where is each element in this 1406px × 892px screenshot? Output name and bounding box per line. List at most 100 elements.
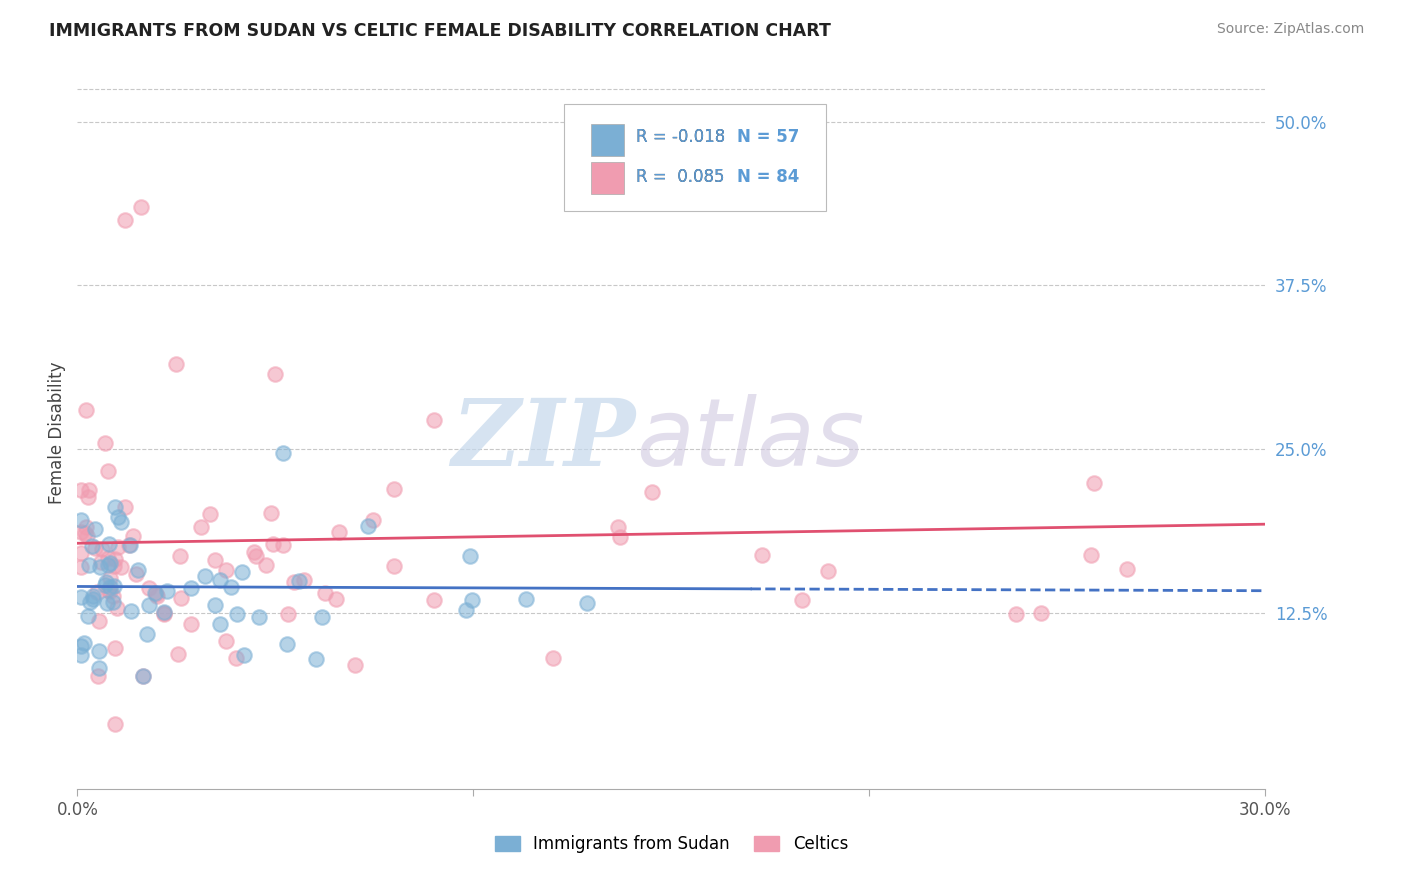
Point [1083, 475, 1105, 490]
Point [641, 484, 664, 499]
Point [153, 606, 176, 620]
Point [97, 551, 120, 566]
Point [94, 435, 117, 450]
Point [204, 553, 226, 567]
Point [89, 559, 111, 574]
Point [103, 559, 125, 574]
Y-axis label: Female Disability: Female Disability [48, 361, 66, 504]
Point [153, 606, 176, 620]
Point [361, 513, 384, 527]
Point [609, 530, 631, 544]
Point [208, 574, 231, 588]
Point [132, 669, 155, 683]
Point [110, 515, 132, 529]
Point [127, 564, 149, 578]
Point [138, 598, 160, 612]
Text: R = -0.018: R = -0.018 [636, 128, 725, 146]
Point [101, 589, 124, 603]
Point [124, 566, 146, 581]
Point [288, 574, 311, 588]
Point [103, 579, 125, 593]
Point [254, 558, 277, 573]
Point [311, 609, 333, 624]
Point [101, 595, 124, 609]
Text: R =  0.085: R = 0.085 [636, 169, 724, 186]
Point [382, 483, 405, 497]
Point [198, 508, 221, 522]
FancyBboxPatch shape [564, 104, 825, 211]
Point [423, 413, 446, 427]
Point [357, 519, 380, 533]
Point [233, 648, 256, 663]
Point [153, 607, 176, 622]
Point [104, 641, 127, 656]
Point [423, 592, 446, 607]
Point [105, 601, 128, 615]
Point [328, 524, 350, 539]
Point [103, 717, 125, 731]
Point [515, 592, 537, 607]
Point [96, 596, 118, 610]
FancyBboxPatch shape [591, 124, 624, 156]
Point [343, 658, 366, 673]
Point [132, 669, 155, 683]
Point [89, 614, 111, 628]
Point [1005, 607, 1028, 621]
Point [262, 536, 284, 550]
Point [118, 538, 141, 552]
Point [97, 464, 120, 478]
Point [146, 589, 169, 603]
Point [98, 583, 121, 598]
Point [1080, 548, 1102, 562]
Point [325, 591, 347, 606]
Point [90, 541, 112, 556]
Point [70, 546, 93, 560]
Point [77, 608, 100, 623]
Point [204, 599, 226, 613]
Point [215, 633, 238, 648]
Point [264, 368, 287, 382]
Point [271, 446, 294, 460]
Point [86, 669, 108, 683]
Point [271, 538, 294, 552]
Point [193, 568, 215, 582]
Point [110, 559, 132, 574]
Point [121, 528, 143, 542]
Point [305, 651, 328, 665]
Point [165, 357, 187, 371]
Point [208, 617, 231, 632]
Text: R = -0.018: R = -0.018 [636, 128, 725, 146]
Point [277, 607, 299, 621]
Point [89, 644, 111, 658]
Point [276, 637, 298, 651]
Point [145, 587, 167, 601]
Text: IMMIGRANTS FROM SUDAN VS CELTIC FEMALE DISABILITY CORRELATION CHART: IMMIGRANTS FROM SUDAN VS CELTIC FEMALE D… [49, 22, 831, 40]
Point [170, 591, 193, 605]
Point [84, 541, 107, 555]
Point [225, 651, 247, 665]
Point [143, 586, 166, 600]
Point [790, 592, 813, 607]
Point [114, 500, 136, 515]
Point [458, 549, 481, 563]
Text: ZIP: ZIP [451, 395, 636, 484]
Point [90, 555, 112, 569]
Point [73, 636, 96, 650]
Point [1029, 607, 1052, 621]
Point [461, 593, 484, 607]
Point [120, 604, 142, 618]
Point [77, 558, 100, 572]
Point [382, 558, 405, 573]
Point [314, 586, 336, 600]
Point [180, 581, 202, 595]
FancyBboxPatch shape [591, 162, 624, 194]
Point [70, 525, 93, 540]
Point [97, 558, 120, 573]
Point [242, 545, 264, 559]
Point [169, 549, 191, 563]
Point [84, 522, 107, 536]
Point [215, 563, 238, 577]
Point [751, 548, 773, 562]
Point [231, 565, 253, 579]
Point [98, 537, 121, 551]
